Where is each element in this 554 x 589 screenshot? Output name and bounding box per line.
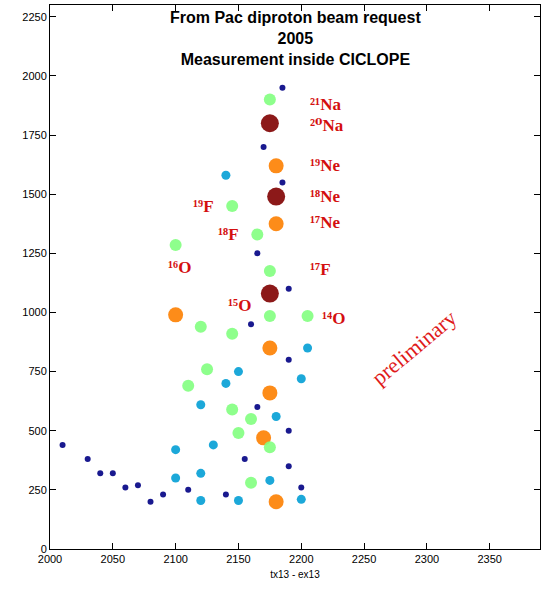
svg-text:¹⁷Ne: ¹⁷Ne: [310, 213, 340, 232]
svg-text:1000: 1000: [22, 306, 46, 318]
svg-text:2250: 2250: [22, 11, 46, 23]
svg-text:1250: 1250: [22, 247, 46, 259]
svg-text:1500: 1500: [22, 188, 46, 200]
svg-text:²⁰Na: ²⁰Na: [310, 116, 344, 135]
svg-text:250: 250: [28, 484, 46, 496]
svg-text:²¹Na: ²¹Na: [310, 95, 341, 114]
svg-text:¹⁴O: ¹⁴O: [322, 309, 345, 328]
svg-text:2250: 2250: [352, 553, 376, 565]
svg-text:750: 750: [28, 365, 46, 377]
svg-text:2050: 2050: [101, 553, 125, 565]
svg-text:From Pac diproton beam request: From Pac diproton beam request2005Measur…: [170, 9, 421, 68]
svg-text:¹⁷F: ¹⁷F: [310, 260, 331, 279]
svg-text:¹⁵O: ¹⁵O: [228, 296, 251, 315]
svg-text:2100: 2100: [163, 553, 187, 565]
svg-text:2300: 2300: [415, 553, 439, 565]
svg-text:¹⁹F: ¹⁹F: [193, 197, 214, 216]
svg-text:¹⁶O: ¹⁶O: [168, 258, 191, 277]
svg-text:2200: 2200: [289, 553, 313, 565]
svg-text:2150: 2150: [226, 553, 250, 565]
svg-text:tx13 - ex13: tx13 - ex13: [270, 569, 320, 580]
svg-text:500: 500: [28, 425, 46, 437]
svg-text:¹⁹Ne: ¹⁹Ne: [310, 156, 340, 175]
svg-text:¹⁸Ne: ¹⁸Ne: [310, 187, 340, 206]
svg-text:0: 0: [41, 543, 47, 555]
svg-text:2350: 2350: [477, 553, 501, 565]
svg-text:1750: 1750: [22, 129, 46, 141]
svg-text:2000: 2000: [22, 70, 46, 82]
svg-text:2000: 2000: [38, 553, 62, 565]
svg-text:preliminary: preliminary: [367, 305, 462, 390]
svg-text:¹⁸F: ¹⁸F: [218, 225, 239, 244]
